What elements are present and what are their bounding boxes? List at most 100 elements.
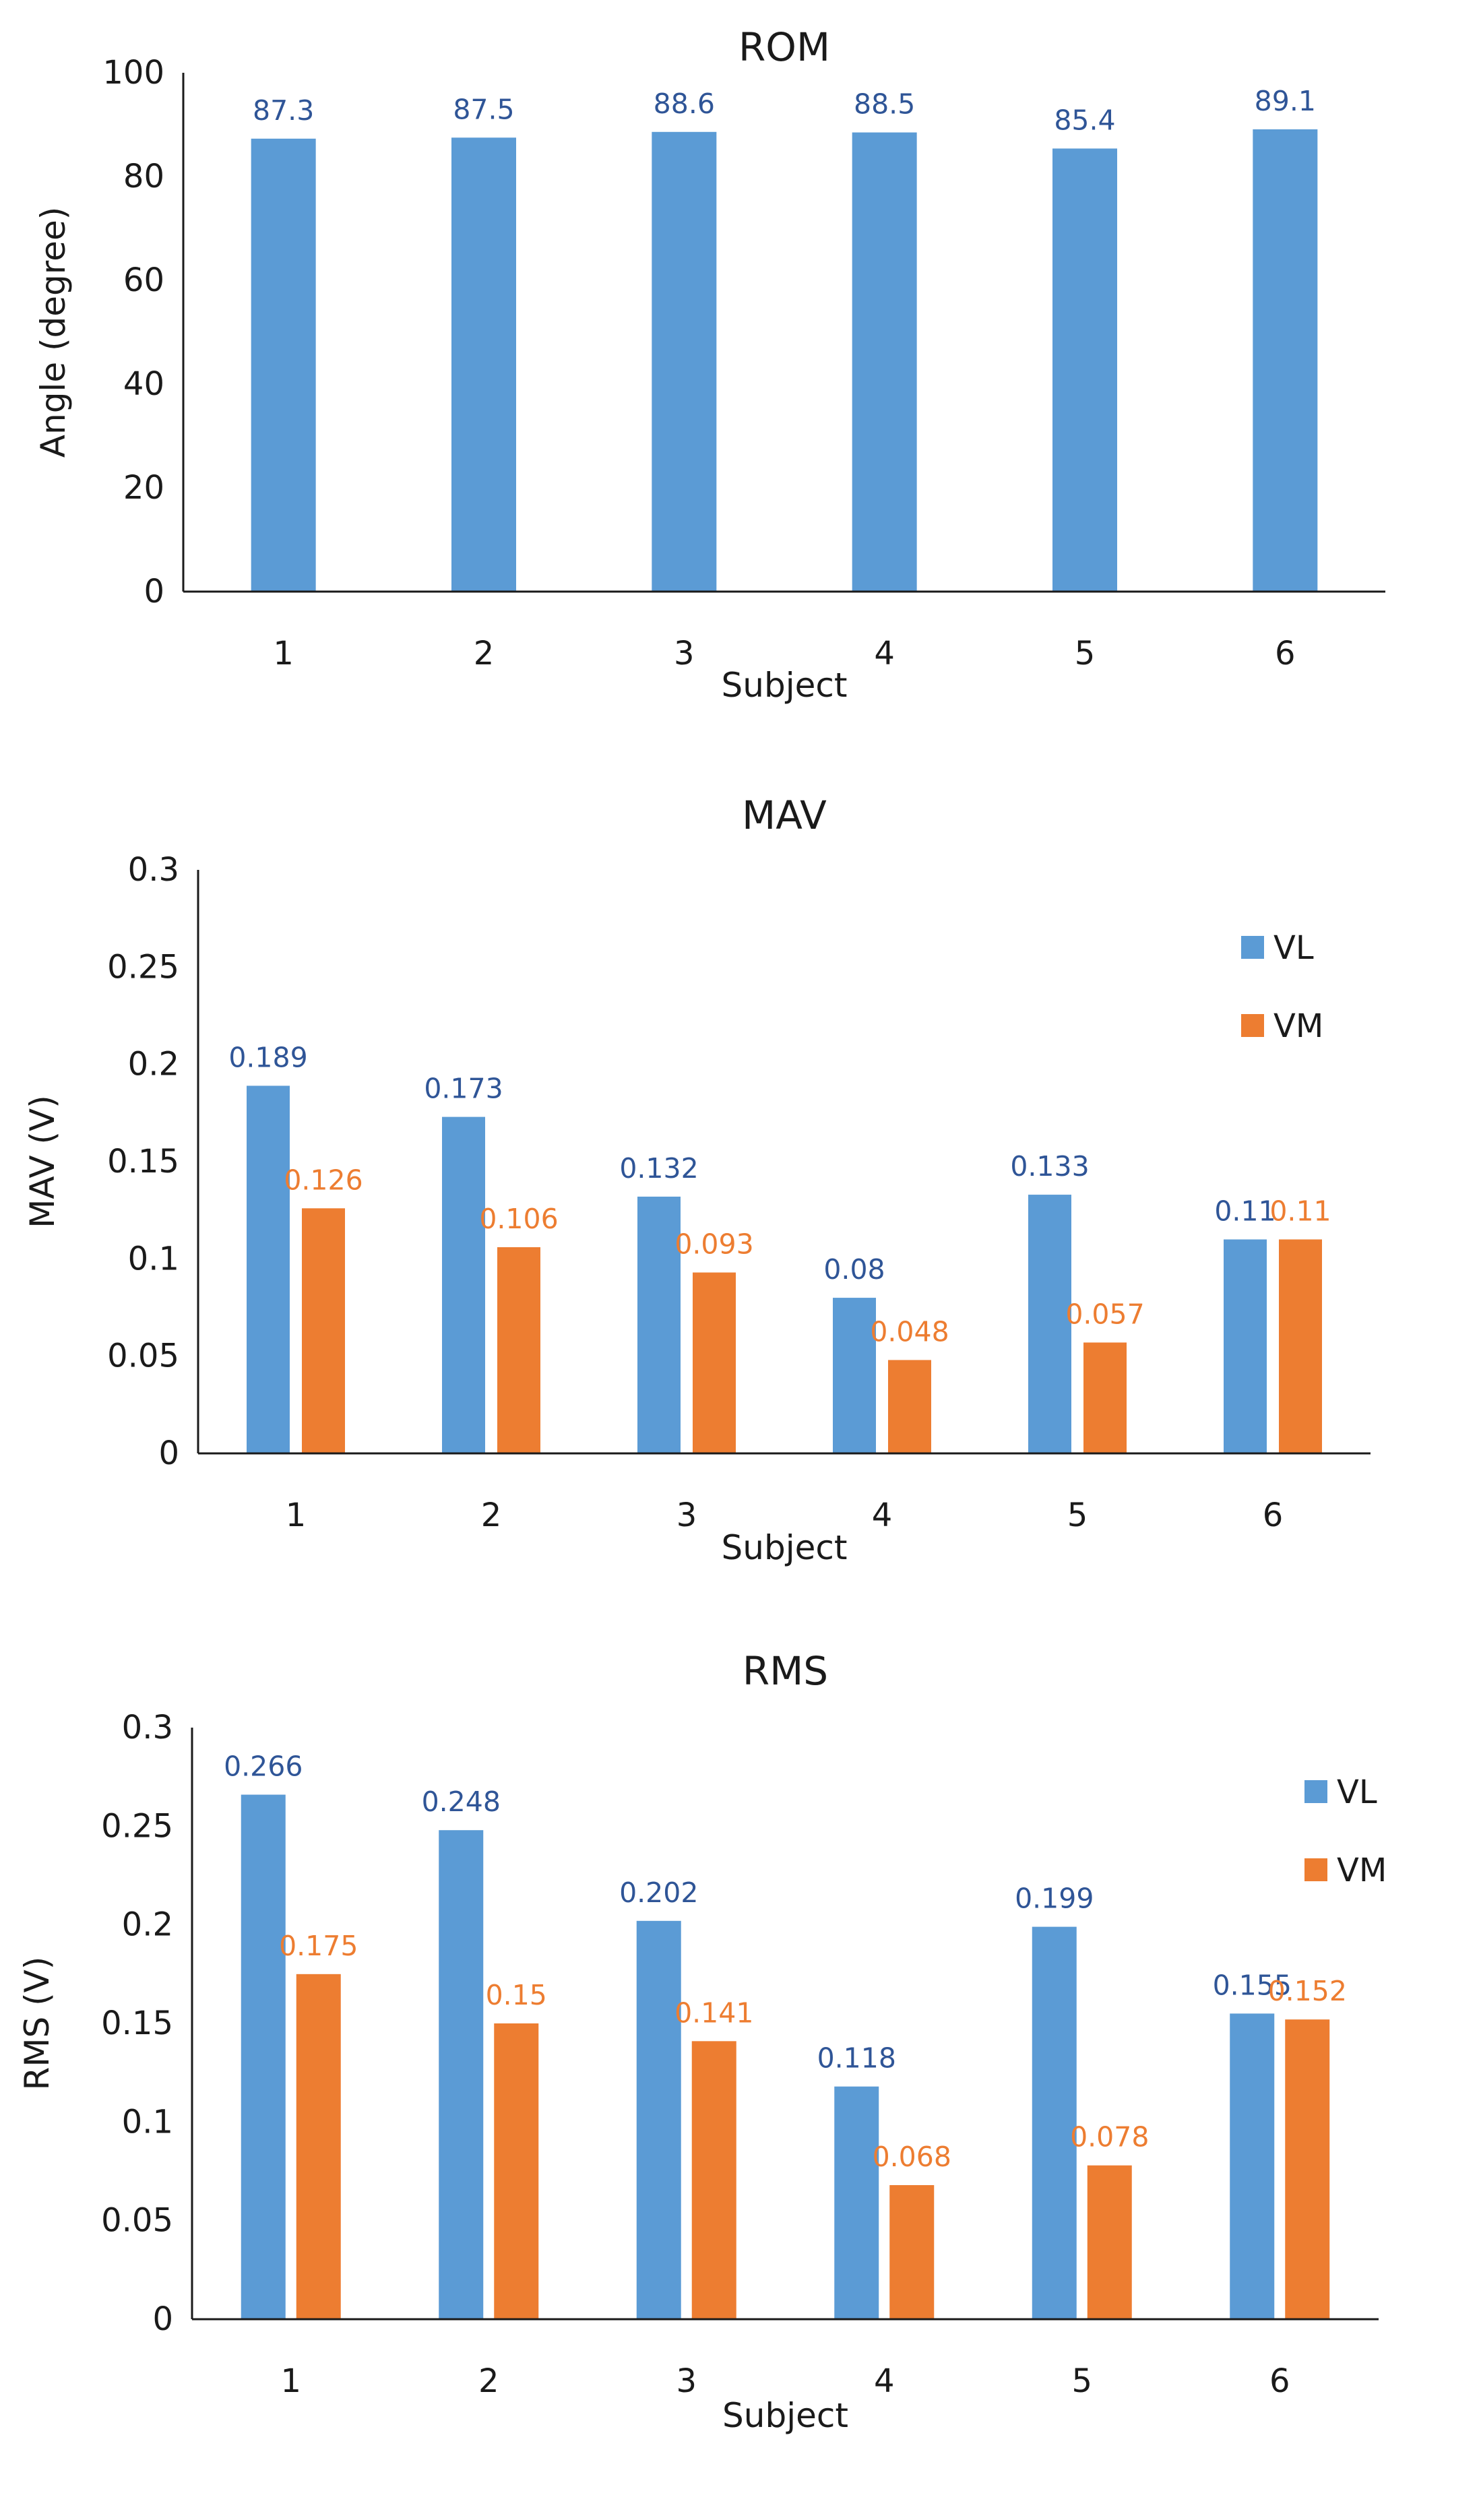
rms-data-label-vl-subject-6: 0.155 bbox=[1213, 1969, 1292, 2001]
rms-y-tick-label: 0.3 bbox=[122, 1709, 173, 1746]
rms-bar-vm-subject-6 bbox=[1285, 2019, 1330, 2319]
rms-y-tick-label: 0.15 bbox=[101, 2005, 173, 2042]
rom-y-tick-label: 20 bbox=[123, 469, 164, 507]
mav-bar-vl-subject-1 bbox=[247, 1085, 290, 1453]
rms-data-label-vm-subject-3: 0.141 bbox=[674, 1996, 753, 2029]
rms-legend-swatch-vl bbox=[1304, 1780, 1327, 1803]
mav-legend-swatch-vl bbox=[1241, 936, 1264, 959]
rom-data-label-rom-subject-6: 89.1 bbox=[1255, 85, 1316, 117]
mav-y-tick-label: 0.05 bbox=[107, 1337, 179, 1375]
mav-y-tick-label: 0.2 bbox=[128, 1046, 179, 1083]
rms-data-label-vl-subject-5: 0.199 bbox=[1015, 1883, 1094, 1915]
mav-bar-vl-subject-2 bbox=[442, 1116, 485, 1453]
rom-bar-rom-subject-3 bbox=[652, 131, 717, 592]
rom-y-tick-label: 0 bbox=[144, 573, 164, 610]
mav-x-tick-label: 1 bbox=[286, 1497, 307, 1534]
rms-data-label-vl-subject-4: 0.118 bbox=[817, 2042, 896, 2075]
rms-x-tick-label: 6 bbox=[1269, 2362, 1290, 2400]
rms-data-label-vl-subject-1: 0.266 bbox=[224, 1751, 303, 1783]
mav-bar-vl-subject-5 bbox=[1028, 1195, 1071, 1453]
rms-data-label-vl-subject-3: 0.202 bbox=[619, 1877, 698, 1909]
rms-data-label-vl-subject-2: 0.248 bbox=[422, 1786, 501, 1818]
mav-bar-vm-subject-5 bbox=[1083, 1342, 1127, 1453]
mav-bar-vm-subject-2 bbox=[497, 1247, 540, 1453]
rom-data-label-rom-subject-4: 88.5 bbox=[854, 88, 915, 121]
mav-y-tick-label: 0.3 bbox=[128, 851, 179, 889]
rms-bar-vl-subject-5 bbox=[1032, 1926, 1077, 2319]
rom-x-axis-label: Subject bbox=[722, 666, 848, 705]
rms-x-tick-label: 2 bbox=[478, 2362, 499, 2400]
rom-bar-rom-subject-2 bbox=[451, 137, 516, 592]
rom-y-tick-label: 40 bbox=[123, 365, 164, 403]
rms-legend-swatch-vm bbox=[1304, 1858, 1327, 1881]
rms-data-label-vm-subject-5: 0.078 bbox=[1070, 2121, 1149, 2153]
mav-x-tick-label: 6 bbox=[1263, 1497, 1284, 1534]
mav-chart: MAV 0 0.05 0.1 0.15 0.2 0.25 0.3 MAV (V) 0.189 0.1… bbox=[23, 792, 1371, 1567]
mav-x-tick-label: 4 bbox=[872, 1497, 893, 1534]
mav-data-label-vl-subject-6: 0.11 bbox=[1214, 1195, 1276, 1227]
rom-data-label-rom-subject-5: 85.4 bbox=[1054, 104, 1115, 136]
mav-chart-title: MAV bbox=[742, 792, 827, 838]
rms-x-axis-label: Subject bbox=[722, 2396, 848, 2435]
rms-bar-vl-subject-6 bbox=[1230, 2013, 1275, 2319]
mav-x-tick-label: 5 bbox=[1067, 1497, 1088, 1534]
rom-x-tick-label: 1 bbox=[273, 635, 294, 672]
rom-y-axis-label: Angle (degree) bbox=[34, 207, 73, 458]
rms-y-tick-label: 0.2 bbox=[122, 1906, 173, 1944]
rom-y-tick-label: 100 bbox=[102, 54, 164, 92]
rms-legend-label-vl: VL bbox=[1337, 1773, 1377, 1811]
rms-data-label-vm-subject-1: 0.175 bbox=[279, 1930, 358, 1962]
rms-data-label-vm-subject-4: 0.068 bbox=[873, 2141, 951, 2173]
mav-data-label-vm-subject-3: 0.093 bbox=[674, 1228, 753, 1261]
rom-bar-rom-subject-4 bbox=[852, 132, 917, 592]
mav-bar-vl-subject-3 bbox=[637, 1196, 681, 1453]
rms-bar-vl-subject-4 bbox=[834, 2086, 879, 2319]
mav-y-tick-label: 0.1 bbox=[128, 1240, 179, 1278]
rms-chart-title: RMS bbox=[743, 1648, 828, 1694]
mav-bar-vm-subject-1 bbox=[302, 1208, 345, 1453]
mav-bar-vl-subject-6 bbox=[1224, 1239, 1267, 1453]
mav-legend-swatch-vm bbox=[1241, 1014, 1264, 1037]
rms-y-tick-label: 0 bbox=[152, 2300, 173, 2338]
rms-legend-label-vm: VM bbox=[1337, 1852, 1387, 1889]
mav-data-label-vm-subject-2: 0.106 bbox=[479, 1203, 558, 1235]
rms-bar-vm-subject-4 bbox=[889, 2184, 935, 2319]
rms-y-tick-label: 0.1 bbox=[122, 2103, 173, 2141]
mav-y-axis-label: MAV (V) bbox=[23, 1095, 62, 1228]
rms-bar-vl-subject-1 bbox=[241, 1794, 286, 2319]
rms-chart: RMS 0 0.05 0.1 0.15 0.2 0.25 0.3 RMS (V) 0.266 0.1… bbox=[18, 1648, 1387, 2435]
mav-x-axis-label: Subject bbox=[722, 1528, 848, 1567]
mav-data-label-vm-subject-5: 0.057 bbox=[1065, 1298, 1144, 1330]
mav-bar-vm-subject-4 bbox=[888, 1360, 931, 1453]
mav-data-label-vm-subject-1: 0.126 bbox=[284, 1164, 363, 1196]
rms-y-axis-label: RMS (V) bbox=[18, 1957, 57, 2091]
rom-data-label-rom-subject-1: 87.3 bbox=[253, 94, 314, 127]
rom-x-tick-label: 6 bbox=[1275, 635, 1296, 672]
mav-bar-vl-subject-4 bbox=[833, 1298, 876, 1453]
mav-y-tick-label: 0.15 bbox=[107, 1143, 179, 1180]
rom-bar-rom-subject-1 bbox=[251, 138, 316, 592]
rom-x-tick-label: 3 bbox=[674, 635, 695, 672]
rom-data-label-rom-subject-2: 87.5 bbox=[453, 93, 514, 125]
mav-data-label-vl-subject-2: 0.173 bbox=[424, 1073, 503, 1105]
mav-data-label-vl-subject-5: 0.133 bbox=[1010, 1150, 1089, 1183]
mav-bar-vm-subject-3 bbox=[693, 1272, 736, 1453]
rms-data-label-vm-subject-6: 0.152 bbox=[1268, 1975, 1347, 2007]
mav-x-tick-label: 2 bbox=[481, 1497, 502, 1534]
rms-x-tick-label: 1 bbox=[280, 2362, 301, 2400]
rms-y-tick-label: 0.25 bbox=[101, 1807, 173, 1845]
mav-data-label-vl-subject-4: 0.08 bbox=[823, 1253, 885, 1286]
rms-x-tick-label: 5 bbox=[1071, 2362, 1092, 2400]
mav-data-label-vm-subject-4: 0.048 bbox=[870, 1315, 949, 1348]
mav-data-label-vm-subject-6: 0.11 bbox=[1269, 1195, 1331, 1227]
rom-chart-title: ROM bbox=[738, 24, 830, 70]
rms-y-tick-label: 0.05 bbox=[101, 2202, 173, 2240]
rom-x-tick-label: 5 bbox=[1075, 635, 1096, 672]
mav-y-tick-label: 0 bbox=[158, 1435, 179, 1472]
rms-x-tick-label: 4 bbox=[874, 2362, 895, 2400]
rms-bar-vl-subject-3 bbox=[636, 1920, 681, 2319]
mav-legend-label-vm: VM bbox=[1273, 1007, 1323, 1045]
rom-bar-rom-subject-6 bbox=[1253, 129, 1318, 592]
rom-y-tick-label: 80 bbox=[123, 158, 164, 195]
